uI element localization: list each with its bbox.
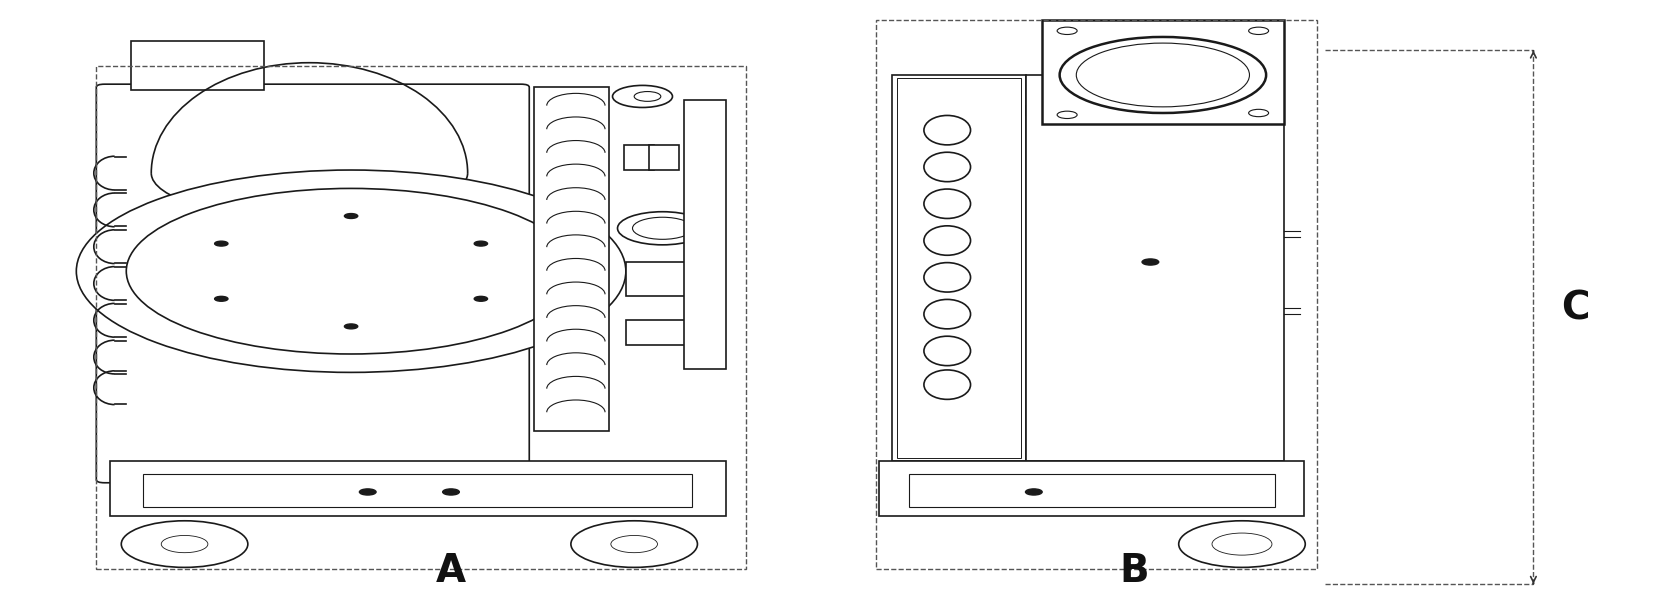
Circle shape	[77, 170, 626, 373]
Bar	[897, 78, 1021, 458]
Ellipse shape	[924, 226, 971, 255]
Circle shape	[1026, 489, 1042, 495]
Bar	[879, 461, 1304, 516]
Bar	[143, 474, 692, 508]
Ellipse shape	[924, 262, 971, 292]
Circle shape	[612, 86, 672, 107]
Ellipse shape	[924, 189, 971, 219]
Ellipse shape	[924, 336, 971, 366]
Bar	[110, 461, 726, 516]
Bar	[649, 145, 679, 170]
Bar	[876, 20, 1318, 569]
Circle shape	[122, 521, 249, 567]
Circle shape	[1143, 259, 1159, 265]
Circle shape	[344, 324, 357, 329]
Ellipse shape	[924, 370, 971, 399]
Bar	[1042, 20, 1284, 124]
Text: B: B	[1119, 552, 1149, 590]
Circle shape	[634, 92, 661, 102]
Bar	[624, 145, 654, 170]
Circle shape	[1059, 37, 1266, 113]
Bar	[626, 262, 692, 296]
Bar	[684, 100, 726, 370]
Circle shape	[1249, 27, 1269, 34]
Bar	[132, 41, 265, 91]
Circle shape	[617, 212, 707, 245]
Circle shape	[215, 296, 229, 301]
Ellipse shape	[924, 115, 971, 145]
Circle shape	[632, 217, 692, 240]
Circle shape	[1249, 109, 1269, 116]
Bar	[892, 75, 1026, 461]
Circle shape	[344, 214, 357, 219]
Text: A: A	[435, 552, 465, 590]
Circle shape	[474, 241, 487, 246]
Bar	[909, 474, 1276, 508]
Circle shape	[570, 521, 697, 567]
Circle shape	[1058, 27, 1078, 34]
Circle shape	[215, 241, 229, 246]
Ellipse shape	[924, 152, 971, 182]
Bar	[97, 66, 746, 569]
Bar	[1026, 105, 1056, 115]
FancyBboxPatch shape	[97, 84, 529, 483]
Text: C: C	[1561, 289, 1590, 327]
Circle shape	[1058, 111, 1078, 118]
Bar	[534, 87, 609, 431]
Circle shape	[474, 296, 487, 301]
Bar	[626, 320, 692, 345]
Circle shape	[359, 489, 375, 495]
Circle shape	[1179, 521, 1306, 567]
Ellipse shape	[924, 299, 971, 329]
Circle shape	[442, 489, 459, 495]
Bar	[1026, 75, 1284, 461]
